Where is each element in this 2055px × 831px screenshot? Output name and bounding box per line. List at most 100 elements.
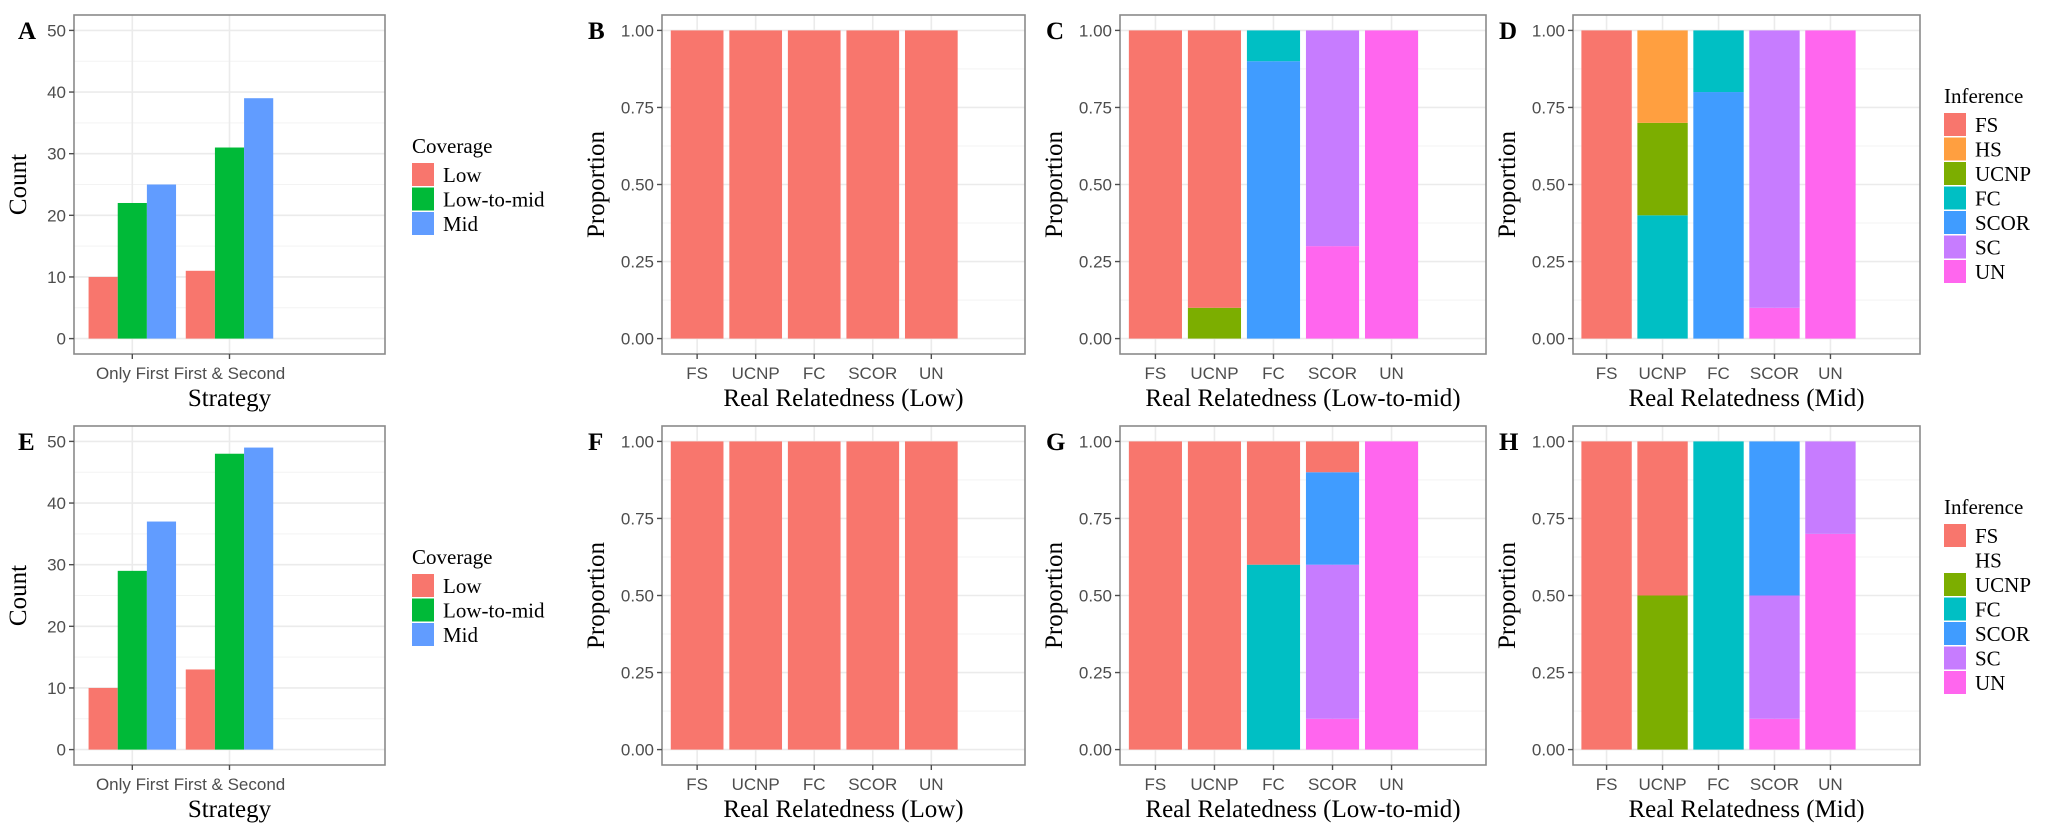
- legend-key-fs: [1944, 524, 1966, 547]
- y-axis-title: Count: [5, 154, 32, 215]
- y-tick-label: 0.75: [1532, 98, 1565, 117]
- x-tick-label: First & Second: [174, 775, 286, 794]
- x-tick-label: SCOR: [848, 775, 897, 794]
- x-tick-label: FC: [803, 364, 826, 383]
- y-tick-label: 0.00: [1532, 741, 1565, 760]
- bar-segment-fs-2: [787, 30, 841, 339]
- legend-label: Mid: [443, 212, 479, 236]
- x-tick-label: SCOR: [1750, 775, 1799, 794]
- x-tick-label: FC: [803, 775, 826, 794]
- bar-segment-fs-0: [670, 30, 724, 339]
- x-tick-label: UCNP: [732, 364, 780, 383]
- bar-segment-fs-0: [1128, 441, 1182, 750]
- x-axis-title: Real Relatedness (Mid): [1628, 796, 1864, 823]
- x-tick-label: FC: [1262, 775, 1285, 794]
- panel-a: 0 10 20 30 40 50 Only First First & Second Strat…: [5, 14, 545, 412]
- y-tick-label: 0: [57, 330, 66, 349]
- legend-label: FC: [1975, 598, 2001, 622]
- y-tick-label: 40: [47, 494, 66, 513]
- x-tick-label: SCOR: [1308, 775, 1357, 794]
- x-tick-label: UN: [919, 364, 944, 383]
- x-tick-label: UN: [1818, 364, 1843, 383]
- panel-label: B: [588, 18, 605, 45]
- bar-low-to-mid-0: [117, 202, 147, 339]
- bars: [1128, 30, 1419, 339]
- legend-label: SC: [1975, 647, 2001, 671]
- y-tick-label: 0.00: [1079, 330, 1112, 349]
- y-tick-label: 0.25: [1079, 253, 1112, 272]
- x-axis-title: Real Relatedness (Low-to-mid): [1145, 796, 1460, 823]
- bars: [1581, 441, 1856, 750]
- legend-key-un: [1944, 260, 1966, 283]
- x-tick-label: UCNP: [1190, 775, 1238, 794]
- y-tick-label: 0.25: [1532, 664, 1565, 683]
- y-axis-title: Proportion: [1041, 542, 1068, 649]
- bar-low-to-mid-1: [214, 147, 245, 339]
- x-tick-label: FS: [1145, 775, 1167, 794]
- y-tick-label: 0.75: [621, 509, 654, 528]
- x-tick-label: FC: [1707, 364, 1730, 383]
- legend-key-hs: [1944, 548, 1966, 572]
- bar-segment-un-3: [1305, 246, 1360, 339]
- legend-key-scor: [1944, 211, 1966, 234]
- y-tick-label: 0.75: [1079, 98, 1112, 117]
- x-axis-title: Real Relatedness (Low): [723, 796, 963, 823]
- panel-b: 0.00 0.25 0.50 0.75 1.00 FS UCNP FC SCOR UN Real R…: [583, 14, 1026, 412]
- x-tick-label: UN: [919, 775, 944, 794]
- legend-label: FC: [1975, 187, 2001, 211]
- panel-label: D: [1499, 18, 1517, 45]
- x-tick-label: FS: [686, 775, 708, 794]
- panel-c: 0.00 0.25 0.50 0.75 1.00 FS UCNP FC SCOR UN Real R…: [1041, 14, 1487, 412]
- y-tick-label: 0.75: [621, 98, 654, 117]
- bar-segment-fs-1: [1187, 30, 1242, 308]
- panel-e: 0 10 20 30 40 50 Only First First & Second Strat…: [5, 425, 545, 823]
- bar-segment-sc-4: [1805, 441, 1856, 534]
- y-tick-label: 10: [47, 679, 66, 698]
- bar-segment-ucnp-1: [1637, 595, 1688, 750]
- y-tick-label: 50: [47, 21, 66, 40]
- legend-key-mid: [412, 212, 434, 235]
- x-axis-title: Real Relatedness (Low-to-mid): [1145, 385, 1460, 412]
- bars: [88, 98, 274, 339]
- bar-segment-scor-3: [1749, 441, 1800, 596]
- bar-segment-fs-1: [1187, 441, 1242, 750]
- legend-key-hs: [1944, 137, 1966, 161]
- panel-g: 0.00 0.25 0.50 0.75 1.00 FS UCNP FC SCOR UN Real R…: [1041, 425, 1487, 823]
- y-tick-label: 1.00: [1079, 432, 1112, 451]
- bar-segment-un-4: [1805, 30, 1856, 339]
- legend-label: HS: [1975, 138, 2002, 162]
- y-tick-label: 40: [47, 83, 66, 102]
- bar-low-to-mid-0: [117, 570, 147, 750]
- y-tick-label: 0.50: [1079, 176, 1112, 195]
- legend-label: UN: [1975, 260, 2005, 284]
- x-tick-label: UN: [1379, 775, 1404, 794]
- bar-mid-1: [244, 447, 274, 750]
- bars: [1581, 30, 1856, 339]
- bar-segment-scor-2: [1246, 61, 1301, 339]
- bar-segment-fs-1: [729, 30, 783, 339]
- legend-key-mid: [412, 623, 434, 646]
- y-tick-label: 0.00: [1532, 330, 1565, 349]
- legend-label: Low: [443, 163, 482, 187]
- bar-segment-fs-1: [729, 441, 783, 750]
- bar-low-0: [88, 687, 118, 750]
- y-tick-label: 0.50: [1079, 587, 1112, 606]
- bar-low-1: [185, 270, 215, 339]
- y-tick-label: 0.00: [1079, 741, 1112, 760]
- x-axis-title: Real Relatedness (Mid): [1628, 385, 1864, 412]
- bar-segment-fc-2: [1246, 30, 1301, 62]
- bar-segment-scor-3: [1305, 472, 1360, 565]
- bar-mid-0: [146, 184, 177, 339]
- panel-label: C: [1046, 18, 1064, 45]
- bar-segment-sc-3: [1305, 564, 1360, 719]
- x-axis-title: Strategy: [188, 796, 272, 823]
- bar-segment-scor-2: [1693, 92, 1744, 339]
- legend-key-sc: [1944, 646, 1966, 670]
- legend-label: SCOR: [1975, 622, 2030, 646]
- legend-key-ucnp: [1944, 162, 1966, 185]
- y-axis-title: Proportion: [1494, 542, 1521, 649]
- bar-segment-fs-3: [846, 30, 900, 339]
- bar-low-1: [185, 669, 215, 750]
